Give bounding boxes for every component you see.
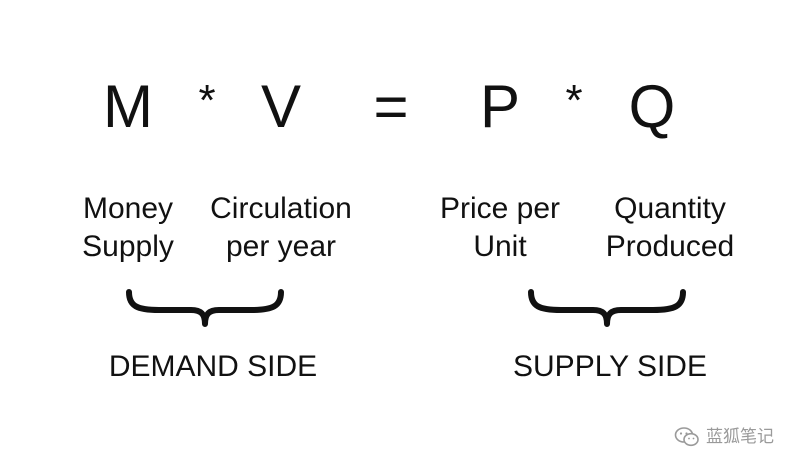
symbol-m: M [103,73,153,140]
supply-side-label: SUPPLY SIDE [513,350,707,383]
symbol-v: V [260,73,302,140]
wechat-icon [674,426,700,448]
supply-brace [528,289,686,327]
label-money-supply: Money Supply [82,190,174,266]
operator-multiply-left: * [198,76,216,125]
label-quantity-line2: Produced [605,230,735,263]
watermark: 蓝狐笔记 [674,426,774,448]
label-quantity-line1: Quantity [614,192,726,225]
label-circulation-line2: per year [225,230,337,263]
label-circulation-line1: Circulation [210,192,352,225]
demand-side-label: DEMAND SIDE [108,350,318,383]
label-circulation: Circulation per year [210,190,352,266]
watermark-text: 蓝狐笔记 [706,427,774,446]
label-quantity-produced: Quantity Produced [606,190,734,266]
operator-equals: = [373,73,409,140]
label-money-supply-line1: Money [82,192,174,225]
demand-brace [126,289,284,327]
label-price-line2: Unit [473,230,527,263]
label-price-line1: Price per [439,192,561,225]
label-price-per-unit: Price per Unit [440,190,560,266]
operator-multiply-right: * [565,76,583,125]
label-money-supply-line2: Supply [82,230,174,263]
symbol-p: P [479,73,521,140]
symbol-q: Q [628,73,676,140]
